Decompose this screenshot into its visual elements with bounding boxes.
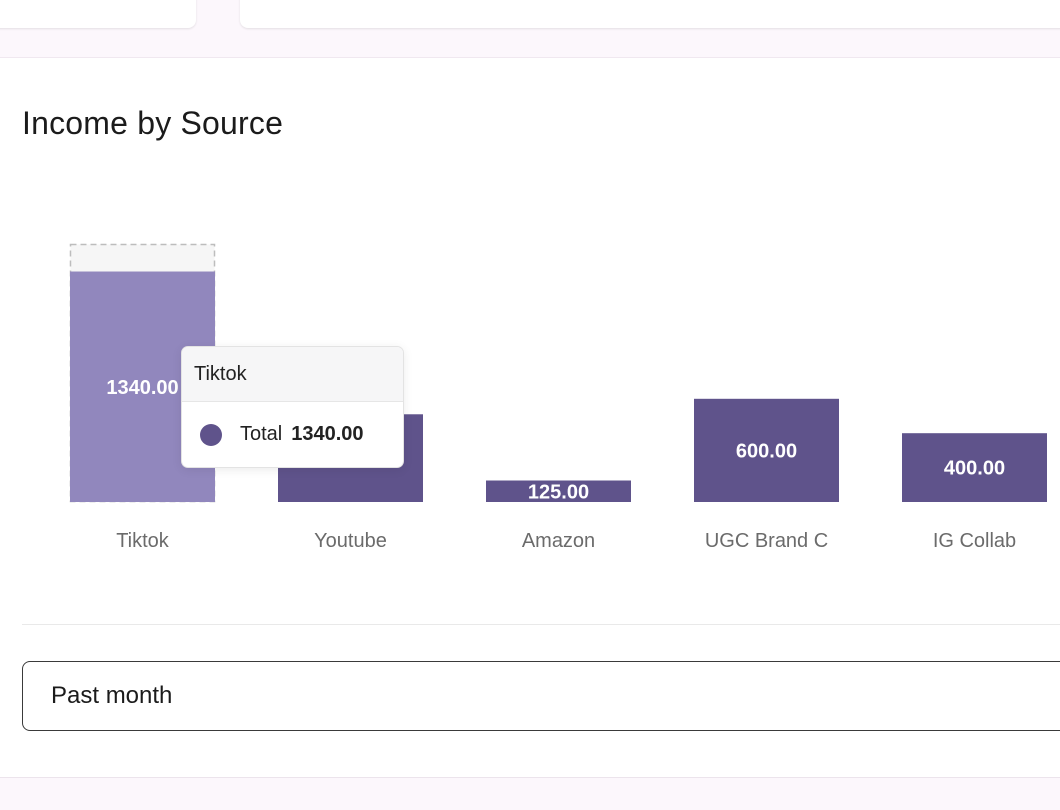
category-label: Youtube bbox=[314, 530, 387, 552]
bar-value-label: 125.00 bbox=[528, 481, 589, 503]
bar-value-label: 400.00 bbox=[944, 458, 1005, 480]
divider bbox=[22, 624, 1060, 625]
bar-ugc-brand-c bbox=[694, 398, 839, 502]
category-label: Tiktok bbox=[116, 530, 170, 552]
bar-ig-collab bbox=[902, 433, 1047, 502]
bar-value-label: 600.00 bbox=[736, 440, 797, 462]
tooltip-row: Total 1340.00 bbox=[182, 402, 403, 467]
category-label: UGC Brand C bbox=[705, 530, 828, 552]
panel-title: Income by Source bbox=[22, 105, 284, 141]
tooltip-series-name: Total bbox=[240, 423, 283, 445]
tooltip-title: Tiktok bbox=[182, 347, 403, 402]
top-card-left bbox=[0, 0, 196, 28]
period-select[interactable]: Past month bbox=[22, 661, 1060, 731]
category-label: Amazon bbox=[522, 530, 595, 552]
bar-value-label: 1340.00 bbox=[106, 377, 178, 399]
tooltip-value: 1340.00 bbox=[291, 423, 364, 445]
income-bar-chart: 1340.00Tiktok510.00Youtube125.00Amazon60… bbox=[69, 243, 1047, 552]
tooltip-series-dot bbox=[200, 423, 222, 446]
bar-amazon bbox=[486, 480, 631, 502]
chart-tooltip: Tiktok Total 1340.00 bbox=[181, 346, 404, 468]
category-label: IG Collab bbox=[933, 530, 1016, 552]
top-card-right bbox=[240, 0, 1060, 28]
